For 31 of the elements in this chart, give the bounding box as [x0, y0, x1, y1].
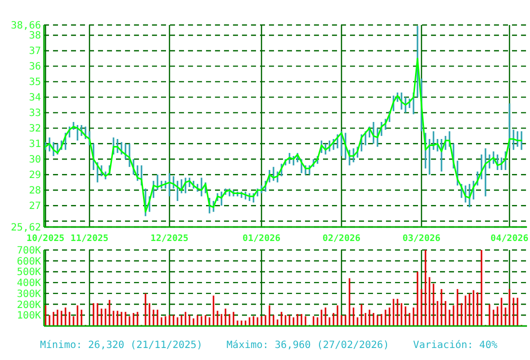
text: Máximo: 36,960 (27/02/2026): [226, 340, 390, 351]
y-tick-label: 100K: [16, 310, 41, 322]
y-tick-label: 25,62: [10, 222, 41, 234]
x-tick-label: 02/2026: [322, 234, 360, 244]
x-tick-label: 10/2025: [26, 234, 64, 244]
x-tick-label: 11/2025: [70, 234, 108, 244]
y-tick-label: 36: [28, 62, 41, 73]
y-tick-label: 37: [28, 46, 41, 58]
y-tick-label: 200K: [16, 300, 41, 311]
x-tick-label: 03/2026: [402, 234, 440, 244]
y-tick-label: 32: [28, 124, 41, 135]
x-tick-label: 01/2026: [242, 234, 280, 244]
y-tick-label: 34: [28, 92, 41, 104]
y-tick-label: 35: [28, 77, 41, 88]
y-tick-label: 400K: [16, 278, 41, 290]
y-tick-label: 500K: [16, 267, 41, 278]
y-tick-label: 700K: [16, 246, 41, 256]
y-tick-label: 30: [28, 154, 41, 166]
y-tick-label: 300K: [16, 288, 41, 300]
y-tick-label: 600K: [16, 256, 41, 268]
text: Mínimo: 26,320 (21/11/2025): [40, 340, 203, 351]
x-tick-label: 04/2026: [490, 234, 528, 244]
y-tick-label: 38: [28, 30, 41, 42]
y-tick-label: 29: [28, 170, 41, 182]
y-tick-label: 31: [28, 139, 41, 150]
y-tick-label: 28: [28, 186, 41, 197]
y-tick-label: 27: [28, 201, 41, 212]
y-tick-label: 38,66: [10, 20, 41, 32]
text: Variación: 40%: [413, 340, 498, 351]
y-tick-label: 33: [28, 108, 41, 120]
x-tick-label: 12/2025: [150, 234, 188, 244]
